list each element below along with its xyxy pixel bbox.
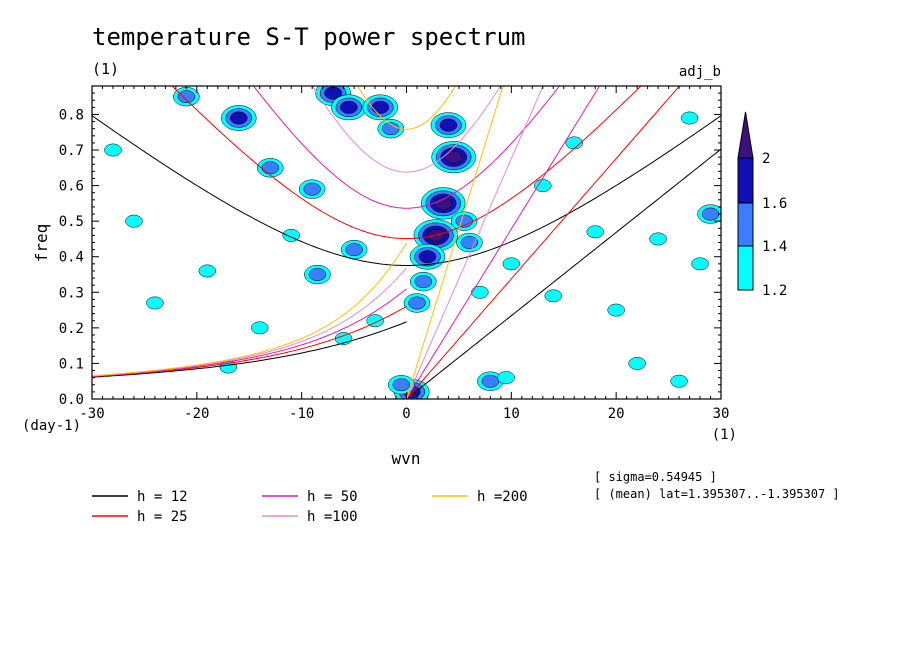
x-tick-label: -10	[289, 406, 314, 422]
y-tick-label: 0.0	[59, 392, 84, 408]
contour-blob-43-level-1	[366, 314, 384, 328]
colorbar-label: 1.6	[762, 196, 787, 212]
legend: h = 12 h = 25 h = 50 h =100 h =200	[92, 489, 528, 525]
colorbar-label: 2	[762, 151, 770, 167]
y-tick-label: 0.1	[59, 356, 84, 372]
y-tick-label: 0.8	[59, 107, 84, 123]
contour-blob-24-level-1	[607, 303, 625, 317]
contour-blob-6-level-2	[408, 296, 426, 310]
contour-blob-25-level-1	[691, 257, 709, 271]
contour-blob-27-level-1	[680, 111, 699, 125]
curve-kelvin-h12	[406, 148, 721, 399]
contour-blob-28-level-1	[104, 143, 122, 157]
curve-ig-h100	[311, 86, 502, 173]
x-tick-label: -30	[79, 406, 104, 422]
contour-blob-22-level-1	[497, 371, 515, 385]
curve-mrg-h12	[92, 321, 407, 378]
colorbar-segment	[737, 202, 754, 247]
contour-blob-23-level-1	[534, 179, 552, 193]
x-axis-unit: (1)	[712, 427, 737, 443]
y-tick-labels: 0.0 0.1 0.2 0.3 0.4 0.5 0.6 0.7 0.8	[59, 107, 84, 408]
x-tick-labels: -30 -20 -10 0 10 20 30	[79, 406, 729, 422]
legend-label: h =200	[477, 489, 528, 505]
x-axis-label: wvn	[392, 449, 421, 468]
contour-blob-39-level-1	[502, 257, 521, 271]
y-axis-unit: (day-1)	[22, 418, 81, 434]
contour-blob-15-level-3	[230, 111, 248, 125]
dispersion-curve-layer	[92, 86, 721, 399]
contour-blob-40-level-1	[670, 374, 688, 388]
legend-label: h = 50	[307, 489, 358, 505]
chart-subtitle-left: (1)	[92, 60, 119, 78]
contour-blob-31-level-1	[250, 321, 269, 335]
colorbar-arrow	[737, 111, 754, 159]
y-tick-label: 0.5	[59, 214, 84, 230]
curve-ig-h12	[92, 115, 721, 266]
chart-subtitle-right: adj_b	[679, 64, 721, 80]
contour-blob-33-level-1	[544, 289, 563, 303]
curve-ig-h50	[252, 86, 561, 209]
contour-blob-8-level-2	[392, 378, 411, 392]
colorbar-label: 1.4	[762, 239, 787, 255]
sigma-annotation: [ sigma=0.54945 ]	[594, 470, 717, 484]
contour-blob-5-level-2	[414, 275, 433, 289]
contour-blob-26-level-2	[701, 207, 720, 221]
curve-ig-h25	[171, 86, 642, 240]
contour-blob-1-level-3	[439, 118, 458, 132]
plot-frame	[91, 85, 722, 400]
contour-blob-14-level-2	[460, 236, 479, 249]
contour-blob-10-level-3	[340, 100, 358, 114]
x-tick-label: 30	[713, 406, 730, 422]
y-tick-label: 0.6	[59, 179, 84, 195]
contour-blob-34-level-1	[628, 356, 646, 370]
curve-mrg-h200	[92, 242, 407, 377]
y-axis-label: freq	[32, 224, 51, 263]
x-tick-label: -20	[184, 406, 209, 422]
contour-blob-36-level-1	[649, 232, 667, 246]
x-tick-label: 20	[608, 406, 625, 422]
colorbar-segment	[737, 157, 754, 204]
chart-title: temperature S-T power spectrum	[92, 23, 525, 51]
x-tick-label: 0	[402, 406, 410, 422]
y-tick-label: 0.4	[59, 250, 84, 266]
contour-blob-17-level-2	[303, 182, 321, 196]
contour-fill-layer	[104, 86, 721, 399]
contour-blob-18-level-2	[345, 243, 363, 257]
colorbar: 1.2 1.4 1.6 2	[737, 111, 787, 299]
y-tick-label: 0.3	[59, 285, 84, 301]
axis-ticks	[91, 85, 722, 400]
x-tick-label: 10	[503, 406, 520, 422]
curve-mrg-h25	[92, 305, 407, 378]
curve-kelvin-h100	[406, 86, 544, 399]
contour-blob-4-level-3	[418, 250, 437, 264]
contour-blob-37-level-1	[125, 214, 143, 228]
contour-blob-2-level-4	[434, 196, 452, 210]
contour-blob-20-level-2	[177, 90, 196, 104]
legend-label: h = 25	[137, 509, 188, 525]
curve-kelvin-h25	[406, 86, 681, 399]
colorbar-segment	[737, 245, 754, 291]
contour-blob-44-level-1	[471, 285, 489, 299]
y-tick-label: 0.2	[59, 321, 84, 337]
contour-blob-29-level-1	[146, 296, 164, 310]
contour-blob-42-level-1	[586, 225, 604, 239]
contour-blob-11-level-3	[371, 100, 390, 114]
y-tick-label: 0.7	[59, 143, 84, 159]
curve-kelvin-h50	[406, 86, 601, 399]
curve-kelvin-h200	[406, 86, 504, 399]
latitude-annotation: [ (mean) lat=1.395307..-1.395307 ]	[594, 487, 840, 501]
legend-label: h =100	[307, 509, 358, 525]
curve-ig-h200	[357, 86, 456, 130]
contour-blob-21-level-2	[481, 374, 500, 388]
contour-blob-19-level-2	[308, 268, 327, 281]
contour-blob-30-level-1	[198, 264, 217, 278]
contour-blob-0-level-4	[444, 150, 463, 164]
colorbar-label: 1.2	[762, 283, 787, 299]
legend-label: h = 12	[137, 489, 188, 505]
contour-blob-16-level-2	[261, 161, 279, 175]
